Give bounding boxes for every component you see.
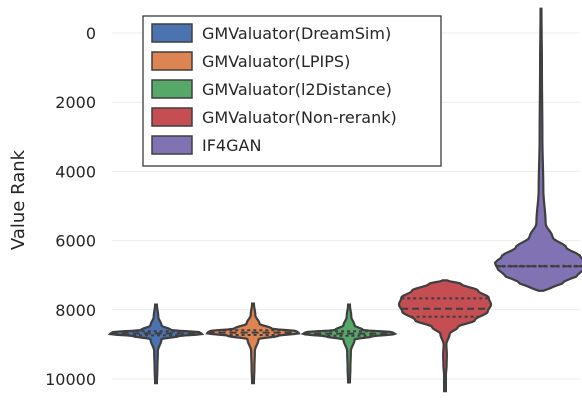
legend-swatch-1 <box>151 23 193 43</box>
y-tick-label-3: 6000 <box>55 232 96 251</box>
legend-swatch-4 <box>151 107 193 127</box>
violin-1 <box>107 303 205 385</box>
violin-3 <box>300 303 398 384</box>
legend: GMValuator(DreamSim) GMValuator(LPIPS) GMV… <box>142 15 442 167</box>
legend-label-3: GMValuator(l2Distance) <box>202 80 392 99</box>
y-axis-ticks: 0 2000 4000 6000 8000 10000 <box>45 24 96 389</box>
legend-label-2: GMValuator(LPIPS) <box>202 52 350 71</box>
legend-label-4: GMValuator(Non-rerank) <box>202 108 397 127</box>
y-tick-label-2: 4000 <box>55 162 96 181</box>
violin-4 <box>397 279 493 393</box>
violin-2 <box>205 302 301 385</box>
legend-label-5: IF4GAN <box>202 136 261 155</box>
y-axis-label: Value Rank <box>8 149 29 250</box>
legend-swatch-3 <box>151 79 193 99</box>
legend-label-1: GMValuator(DreamSim) <box>202 24 391 43</box>
y-tick-label-5: 10000 <box>45 370 96 389</box>
y-tick-label-4: 8000 <box>55 301 96 320</box>
violins <box>107 7 582 393</box>
legend-swatch-2 <box>151 51 193 71</box>
legend-swatch-5 <box>151 135 193 155</box>
y-tick-label-1: 2000 <box>55 93 96 112</box>
violin-5 <box>493 7 582 292</box>
y-tick-label-0: 0 <box>86 24 96 43</box>
